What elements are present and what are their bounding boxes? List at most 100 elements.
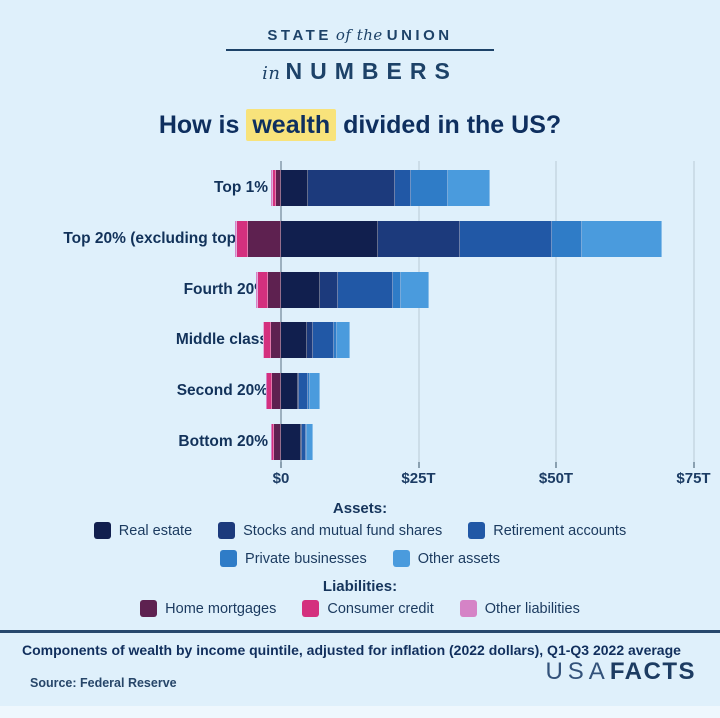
category-label-second-20: Second 20% <box>176 382 268 399</box>
x-axis-label-50t: $50T <box>538 470 574 487</box>
bar-segment-private-businesses <box>305 424 308 460</box>
legend-swatch-other-assets <box>392 550 410 567</box>
legend-item-real-estate: Real estate <box>93 522 193 539</box>
bar-segment-real-estate <box>281 322 307 358</box>
footnote: Components of wealth by income quintile,… <box>22 642 681 658</box>
legend-label-private-businesses: Private businesses <box>245 550 367 567</box>
masthead-line1: STATE of the UNION <box>0 26 720 44</box>
bar-segment-retirement-accounts <box>313 322 335 358</box>
x-axis-label-75t: $75T <box>676 470 711 487</box>
bar-segment-retirement-accounts <box>338 272 394 308</box>
bar-segment-retirement-accounts <box>301 424 306 460</box>
bar-segment-other-liabilities <box>265 373 267 409</box>
bar-segment-home-mortgages <box>274 424 281 460</box>
x-axis-label-0: $0 <box>272 470 290 487</box>
legend-item-stocks-and-mutual-fund-shares: Stocks and mutual fund shares <box>218 522 442 539</box>
category-label-fourth-20: Fourth 20% <box>183 281 268 298</box>
assets-legend-heading: Assets: <box>332 500 388 517</box>
category-label-middle-class: Middle class <box>175 331 268 348</box>
legend-label-retirement-accounts: Retirement accounts <box>493 522 627 539</box>
bottom-edge-strip <box>0 706 720 718</box>
bar-segment-other-assets <box>448 170 490 206</box>
axis-tick-50t <box>555 462 557 468</box>
bar-segment-other-assets <box>307 424 313 460</box>
bar-segment-retirement-accounts <box>459 221 552 257</box>
legend-swatch-home-mortgages <box>140 600 158 617</box>
bar-segment-stocks-and-mutual-fund-shares <box>297 373 300 409</box>
bar-segment-other-liabilities <box>256 272 258 308</box>
legend-swatch-stocks-and-mutual-fund-shares <box>218 522 236 539</box>
legend-label-other-assets: Other assets <box>417 550 500 567</box>
legend-swatch-real-estate <box>93 522 111 539</box>
category-label-top-1: Top 1% <box>214 179 268 196</box>
masthead: STATE of the UNION in NUMBERS <box>0 26 720 85</box>
bar-segment-home-mortgages <box>271 322 281 358</box>
gridline-25t <box>417 161 420 462</box>
axis-tick-25t <box>417 462 420 468</box>
category-label-top-20-excluding-top-1: Top 20% (excluding top 1%) <box>63 230 268 247</box>
bar-segment-real-estate <box>281 373 298 409</box>
bar-segment-stocks-and-mutual-fund-shares <box>307 170 395 206</box>
legend-item-consumer-credit: Consumer credit <box>302 600 434 617</box>
masthead-divider <box>226 49 494 51</box>
bar-segment-consumer-credit <box>263 322 272 358</box>
bar-segment-consumer-credit <box>272 170 276 206</box>
bar-segment-private-businesses <box>307 373 310 409</box>
masthead-numbers: NUMBERS <box>285 58 458 84</box>
bar-segment-stocks-and-mutual-fund-shares <box>377 221 460 257</box>
masthead-in: in <box>262 63 281 84</box>
legend-item-retirement-accounts: Retirement accounts <box>468 522 626 539</box>
masthead-line2: in NUMBERS <box>0 58 720 85</box>
legend-label-other-liabilities: Other liabilities <box>484 600 580 617</box>
bar-segment-private-businesses <box>411 170 449 206</box>
bar-segment-private-businesses <box>334 322 338 358</box>
bar-segment-other-liabilities <box>234 221 237 257</box>
chart-title: How is wealth divided in the US? <box>0 109 720 141</box>
legend-item-other-assets: Other assets <box>392 550 500 567</box>
bar-segment-other-assets <box>401 272 429 308</box>
bar-segment-other-liabilities <box>271 170 273 206</box>
legend-swatch-consumer-credit <box>302 600 320 617</box>
chart-title-suffix: divided in the US? <box>336 111 562 139</box>
bar-segment-consumer-credit <box>237 221 248 257</box>
bar-segment-private-businesses <box>393 272 402 308</box>
bar-segment-real-estate <box>281 170 308 206</box>
axis-tick-75t <box>692 462 695 468</box>
bar-segment-real-estate <box>281 221 378 257</box>
assets-legend-row-1: Real estate Stocks and mutual fund shares… <box>0 522 720 539</box>
bar-segment-consumer-credit <box>271 424 275 460</box>
bar-segment-retirement-accounts <box>299 373 308 409</box>
bar-segment-other-assets <box>337 322 350 358</box>
bar-segment-home-mortgages <box>267 272 281 308</box>
bar-segment-real-estate <box>281 272 321 308</box>
assets-legend-row-2: Private businesses Other assets <box>0 550 720 567</box>
bar-segment-other-assets <box>309 373 321 409</box>
legend-item-other-liabilities: Other liabilities <box>459 600 580 617</box>
bar-segment-consumer-credit <box>266 373 273 409</box>
masthead-of-the: of the <box>335 26 383 44</box>
legend-item-home-mortgages: Home mortgages <box>140 600 276 617</box>
masthead-state: STATE <box>267 27 332 44</box>
masthead-union: UNION <box>386 27 453 44</box>
gridline-75t <box>692 161 695 462</box>
source-attribution: Source: Federal Reserve <box>30 676 177 690</box>
usafacts-logo-usa: USA <box>545 658 610 685</box>
legend-swatch-other-liabilities <box>459 600 477 617</box>
liabilities-legend-row: Home mortgages Consumer credit Other liabi… <box>0 600 720 617</box>
usafacts-logo: USAFACTS <box>545 658 696 686</box>
legend-swatch-retirement-accounts <box>468 522 486 539</box>
chart-title-prefix: How is <box>158 111 247 139</box>
legend-swatch-private-businesses <box>220 550 238 567</box>
bar-segment-stocks-and-mutual-fund-shares <box>300 424 302 460</box>
legend-label-stocks-and-mutual-fund-shares: Stocks and mutual fund shares <box>243 522 443 539</box>
legend-label-real-estate: Real estate <box>118 522 193 539</box>
category-label-bottom-20: Bottom 20% <box>178 433 268 450</box>
chart-title-highlight: wealth <box>246 109 337 141</box>
bar-segment-other-assets <box>582 221 662 257</box>
legend-label-consumer-credit: Consumer credit <box>327 600 434 617</box>
bar-segment-home-mortgages <box>275 170 281 206</box>
footer-divider <box>0 630 720 633</box>
bar-segment-retirement-accounts <box>394 170 412 206</box>
bar-segment-private-businesses <box>551 221 583 257</box>
